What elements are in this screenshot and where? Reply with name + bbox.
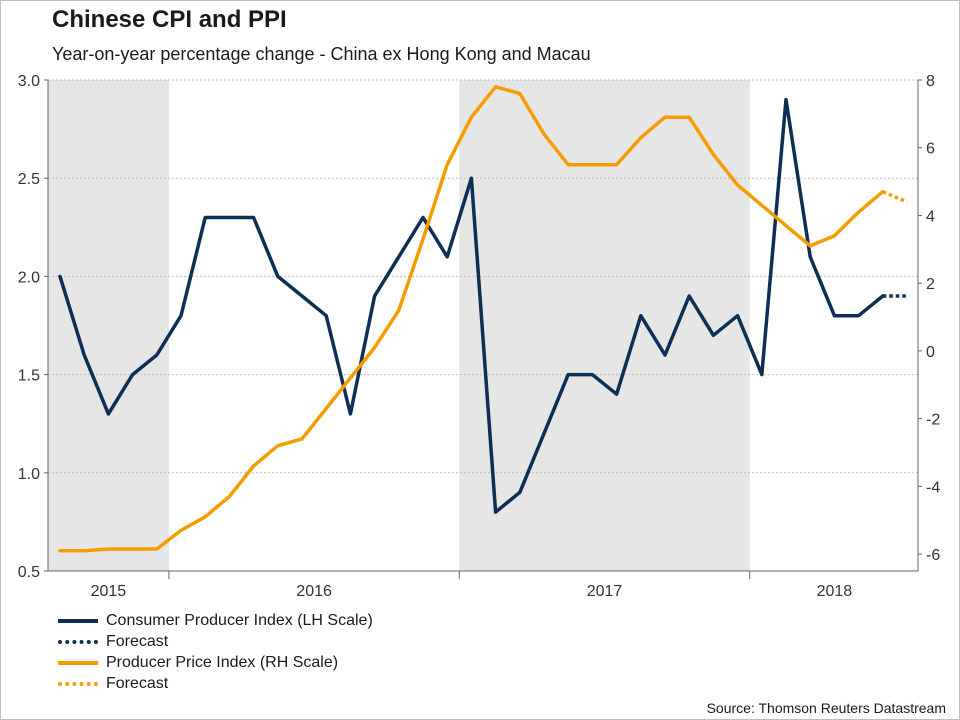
y-left-tick-label: 2.0	[18, 269, 40, 286]
y-right-tick-label: -4	[926, 479, 940, 496]
source-note: Source: Thomson Reuters Datastream	[706, 700, 946, 716]
y-left-tick-label: 2.5	[18, 171, 40, 188]
y-left-tick-label: 1.5	[18, 368, 40, 385]
x-tick-label: 2016	[296, 583, 332, 600]
y-right-tick-label: -2	[926, 412, 940, 429]
x-tick-label: 2017	[587, 583, 623, 600]
legend-label-cpi-forecast: Forecast	[106, 632, 169, 650]
series-line-3	[882, 190, 908, 204]
legend-item-cpi-forecast: Forecast	[58, 631, 373, 652]
y-right-tick-label: 0	[926, 344, 935, 361]
y-left-tick-label: 1.0	[18, 466, 40, 483]
chart-title: Chinese CPI and PPI	[52, 6, 287, 33]
y-left-tick-label: 3.0	[18, 73, 40, 90]
chart-subtitle: Year-on-year percentage change - China e…	[52, 44, 591, 64]
y-right-tick-label: -6	[926, 547, 940, 564]
legend: Consumer Producer Index (LH Scale) Forec…	[58, 610, 373, 694]
shaded-band-1	[459, 80, 750, 571]
legend-swatch-ppi	[58, 660, 98, 665]
legend-label-ppi-forecast: Forecast	[106, 674, 169, 692]
legend-label-ppi: Producer Price Index (RH Scale)	[106, 653, 339, 671]
y-right-tick-label: 4	[926, 208, 935, 225]
legend-item-cpi: Consumer Producer Index (LH Scale)	[58, 610, 373, 631]
legend-item-ppi-forecast: Forecast	[58, 673, 373, 694]
legend-label-cpi: Consumer Producer Index (LH Scale)	[106, 611, 373, 629]
x-tick-label: 2018	[817, 583, 853, 600]
y-right-tick-label: 8	[926, 73, 935, 90]
legend-swatch-cpi-forecast	[58, 639, 98, 644]
legend-item-ppi: Producer Price Index (RH Scale)	[58, 652, 373, 673]
legend-swatch-ppi-forecast	[58, 681, 98, 686]
y-left-tick-label: 0.5	[18, 564, 40, 581]
x-tick-label: 2015	[91, 583, 127, 600]
y-right-tick-label: 2	[926, 276, 935, 293]
legend-swatch-cpi	[58, 618, 98, 623]
y-right-tick-label: 6	[926, 141, 935, 158]
shaded-band-0	[48, 80, 169, 571]
